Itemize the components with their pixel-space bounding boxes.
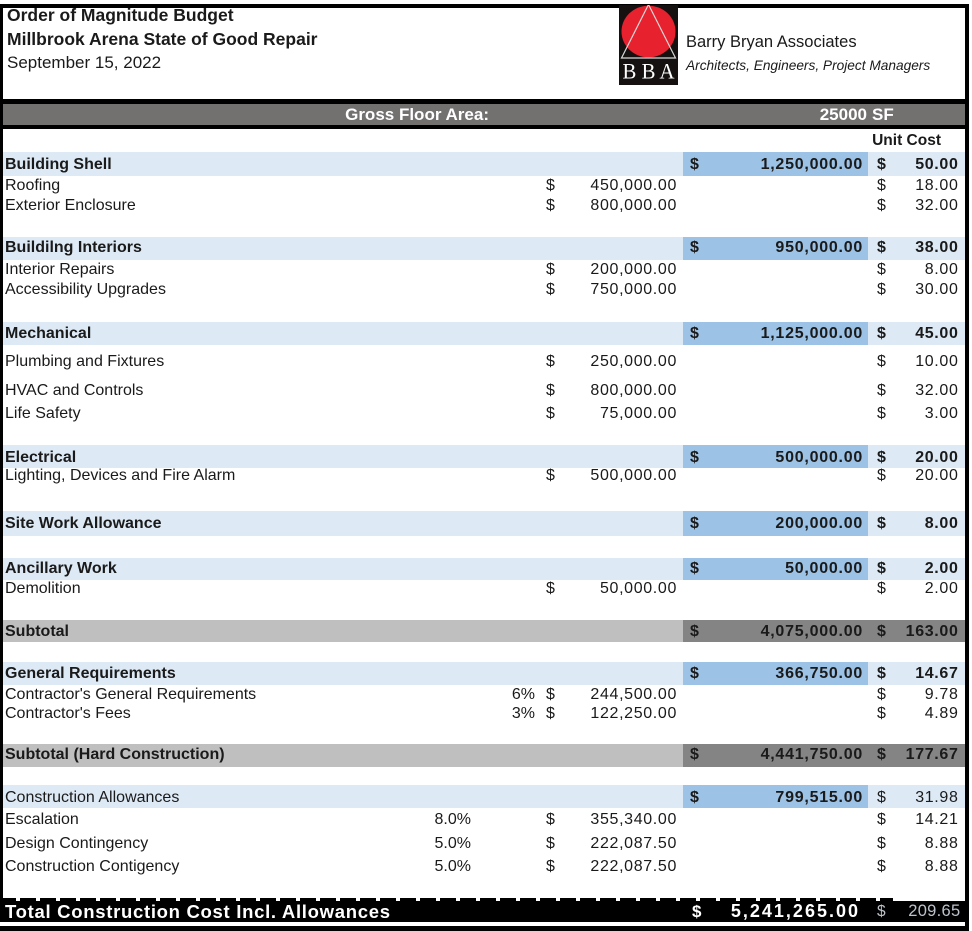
- svg-text:B B A: B B A: [623, 59, 675, 84]
